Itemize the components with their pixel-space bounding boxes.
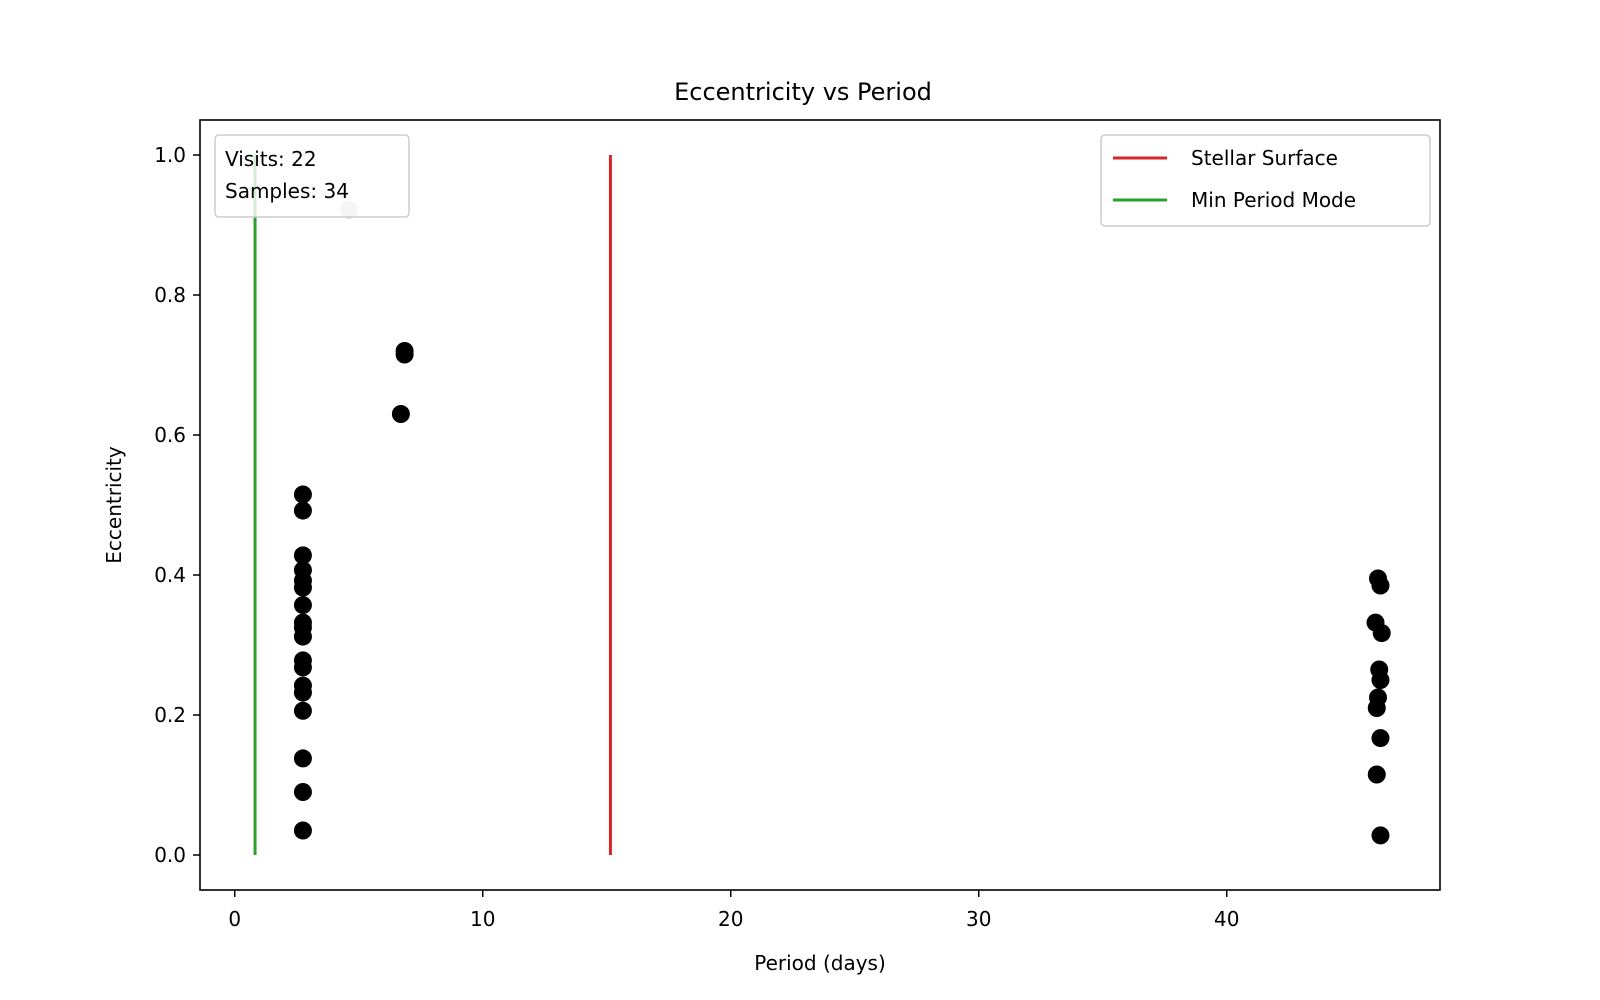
data-point: [293, 596, 312, 615]
stats-samples: Samples: 34: [225, 179, 349, 203]
data-point: [1371, 729, 1390, 748]
data-point: [293, 821, 312, 840]
legend-label-min-period-mode: Min Period Mode: [1191, 188, 1356, 212]
y-tick-label: 0.8: [154, 283, 186, 307]
legend: Stellar Surface Min Period Mode: [1100, 134, 1431, 227]
y-tick-label: 0.4: [154, 563, 186, 587]
x-axis-label: Period (days): [754, 951, 886, 975]
legend-frame: [1100, 134, 1431, 227]
data-point: [1371, 826, 1390, 845]
x-tick-label: 0: [228, 907, 241, 931]
y-tick-label: 0.0: [154, 843, 186, 867]
chart-title: Eccentricity vs Period: [674, 78, 932, 106]
data-point: [293, 546, 312, 565]
data-point: [293, 501, 312, 520]
data-point: [293, 701, 312, 720]
data-point: [293, 783, 312, 801]
x-tick-label: 40: [1214, 907, 1239, 931]
data-point: [293, 749, 312, 768]
data-point: [1371, 671, 1390, 689]
data-point: [293, 683, 312, 702]
data-point: [293, 578, 312, 597]
x-tick-label: 10: [470, 907, 495, 931]
data-point: [1371, 576, 1390, 595]
data-point: [293, 658, 312, 677]
x-tick-label: 20: [718, 907, 743, 931]
legend-label-stellar-surface: Stellar Surface: [1191, 146, 1338, 170]
y-axis-label: Eccentricity: [102, 446, 126, 564]
stats-annotation: Visits: 22 Samples: 34: [214, 134, 410, 218]
data-point: [1372, 624, 1391, 643]
y-tick-label: 0.2: [154, 703, 186, 727]
stats-visits: Visits: 22: [225, 147, 317, 171]
x-axis: 0 10 20 30 40: [228, 890, 1239, 931]
plot-frame: [199, 119, 1441, 891]
y-tick-label: 0.6: [154, 423, 186, 447]
data-point: [293, 627, 312, 646]
data-point: [395, 345, 414, 364]
data-point: [293, 485, 312, 504]
y-axis: 0.0 0.2 0.4 0.6 0.8 1.0: [154, 143, 200, 867]
data-point: [1367, 765, 1386, 784]
plot-marks: [253, 155, 1391, 855]
data-point: [391, 405, 410, 423]
stats-box-frame: [214, 134, 410, 218]
y-tick-label: 1.0: [154, 143, 186, 167]
data-point: [1367, 699, 1386, 717]
x-tick-label: 30: [966, 907, 991, 931]
